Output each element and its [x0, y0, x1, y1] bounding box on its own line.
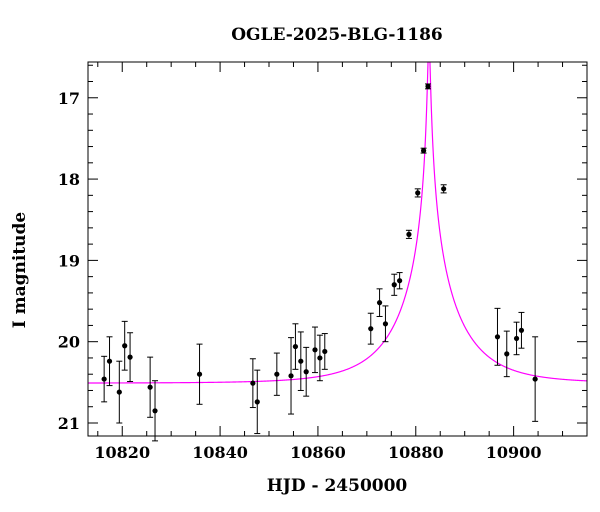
chart-title: OGLE-2025-BLG-1186 [231, 25, 443, 45]
data-point [127, 354, 133, 360]
axis-tick-labels: 10820 10840 10860 10880 10900 17 18 19 20 21 [58, 89, 542, 462]
data-point [518, 327, 525, 333]
model-curve-layer [88, 62, 587, 384]
axis-ticks [88, 62, 588, 436]
x-tick-label: 10880 [388, 443, 444, 462]
data-point [101, 376, 107, 382]
data-point [376, 300, 383, 306]
data-point [397, 278, 403, 284]
data-point [292, 343, 299, 350]
data-points-layer [101, 83, 539, 442]
y-tick-label: 18 [58, 170, 80, 189]
data-point [415, 190, 421, 196]
data-point [317, 355, 323, 361]
data-point [504, 351, 510, 357]
data-point [494, 334, 501, 340]
data-point [288, 373, 294, 379]
data-point [406, 231, 412, 237]
data-point [147, 384, 153, 390]
data-point [303, 369, 309, 375]
data-point [312, 347, 318, 353]
x-tick-label: 10900 [486, 443, 542, 462]
data-point [254, 399, 260, 405]
y-tick-label: 19 [58, 251, 80, 270]
data-point [250, 380, 256, 386]
data-point [116, 389, 122, 395]
data-point [322, 348, 328, 355]
data-point [441, 186, 447, 192]
x-tick-label: 10860 [290, 443, 346, 462]
data-point [513, 335, 520, 342]
y-tick-label: 21 [58, 414, 80, 433]
data-point [122, 343, 128, 349]
data-point [425, 83, 431, 89]
data-point [106, 358, 113, 364]
data-point [382, 321, 389, 327]
model-curve [88, 62, 587, 384]
x-tick-label: 10820 [94, 443, 150, 462]
data-point [298, 358, 304, 364]
y-tick-label: 20 [58, 333, 80, 352]
data-point [368, 326, 374, 332]
y-axis-label: I magnitude [10, 212, 30, 329]
data-point [532, 376, 538, 382]
plot-frame [87, 61, 588, 437]
x-axis-label: HJD - 2450000 [267, 476, 408, 496]
y-tick-label: 17 [58, 89, 80, 108]
data-point [274, 371, 280, 377]
data-point [391, 282, 397, 288]
data-point [421, 148, 427, 154]
data-point [196, 371, 203, 377]
data-point [152, 408, 158, 414]
x-tick-label: 10840 [192, 443, 248, 462]
